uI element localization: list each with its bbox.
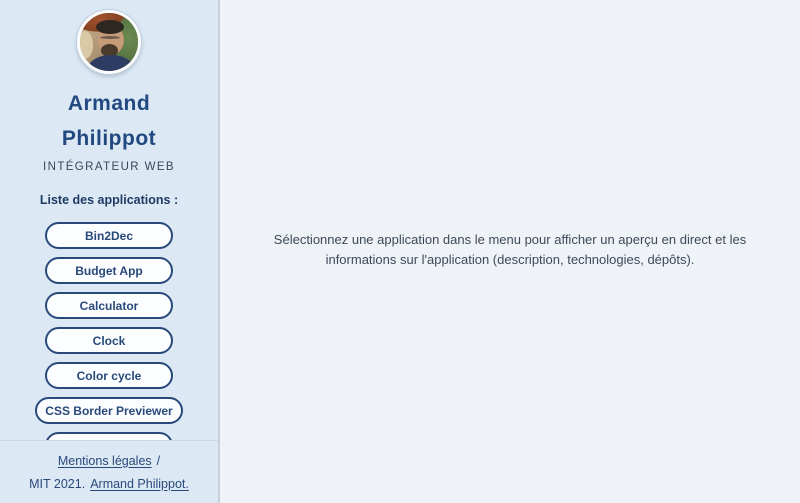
apps-nav: Bin2Dec Budget App Calculator Clock Colo… (0, 222, 218, 440)
footer-separator: / (156, 453, 161, 468)
app-button-clipped[interactable] (45, 432, 173, 440)
legal-line: Mentions légales / (58, 454, 160, 468)
avatar-art (80, 31, 93, 59)
app-button-clock[interactable]: Clock (45, 327, 173, 354)
app-button-bin2dec[interactable]: Bin2Dec (45, 222, 173, 249)
app-button-budget-app[interactable]: Budget App (45, 257, 173, 284)
main-placeholder-text: Sélectionnez une application dans le men… (273, 231, 747, 267)
job-title: INTÉGRATEUR WEB (43, 161, 175, 173)
legal-link[interactable]: Mentions légales (57, 453, 152, 468)
app-button-calculator[interactable]: Calculator (45, 292, 173, 319)
avatar-art (100, 36, 120, 39)
avatar-art (96, 20, 124, 34)
author-link[interactable]: Armand Philippot. (90, 476, 189, 491)
license-line: MIT 2021. Armand Philippot. (29, 477, 189, 491)
main-content: Sélectionnez une application dans le men… (220, 0, 800, 503)
apps-list-heading: Liste des applications : (39, 193, 179, 207)
sidebar: Armand Philippot INTÉGRATEUR WEB Liste d… (0, 0, 220, 503)
license-text: MIT 2021. (29, 476, 86, 491)
site-title: Armand Philippot (61, 92, 157, 150)
avatar (77, 10, 141, 74)
app-button-color-cycle[interactable]: Color cycle (45, 362, 173, 389)
avatar-art (88, 55, 134, 71)
app-button-css-border-previewer[interactable]: CSS Border Previewer (35, 397, 183, 424)
sidebar-footer: Mentions légales / MIT 2021. Armand Phil… (0, 440, 218, 503)
avatar-art (101, 44, 118, 57)
